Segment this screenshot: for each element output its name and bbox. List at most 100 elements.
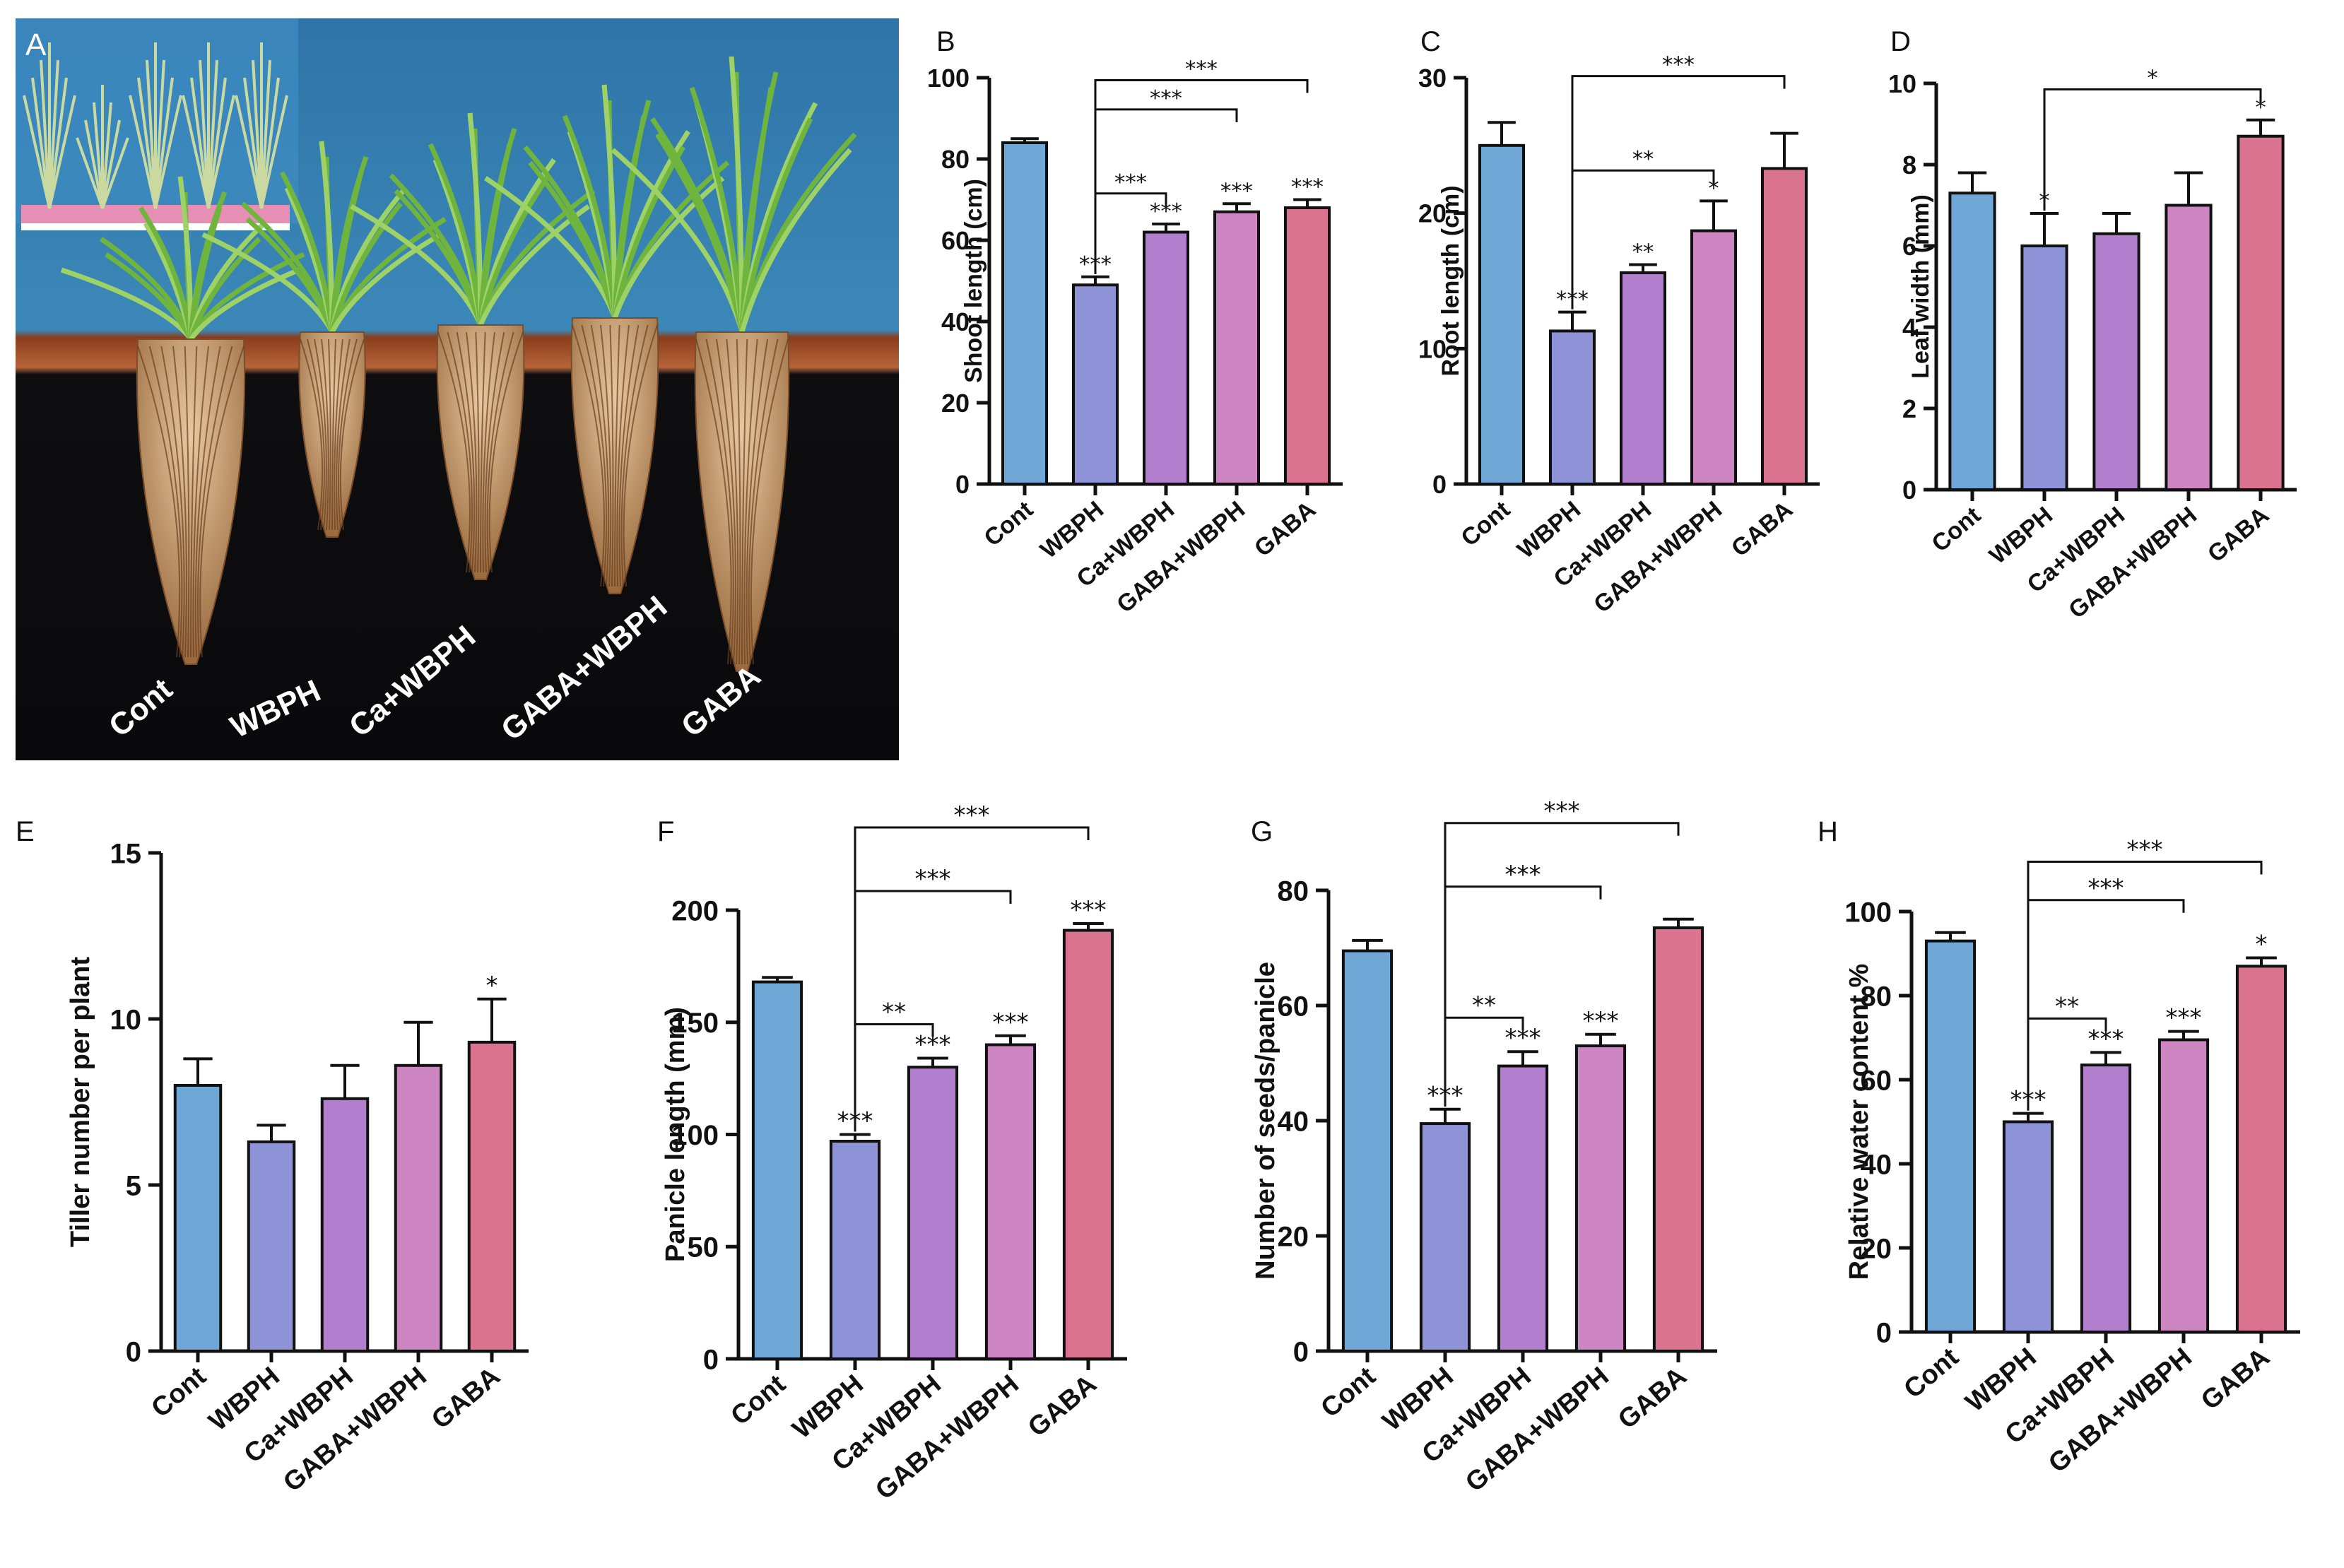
bracket-significance: ** (2055, 992, 2079, 1020)
y-tick-label: 100 (927, 64, 970, 93)
root-strand (337, 338, 358, 531)
bar-wbph (1549, 329, 1596, 485)
significance-marker: * (486, 972, 498, 1000)
root-strand (192, 346, 209, 658)
bar-wbph (2002, 1120, 2054, 1333)
panel-letter: E (16, 816, 35, 847)
inset-plant-leaf (260, 59, 271, 209)
y-tick-label: 0 (703, 1344, 719, 1375)
inset-plant-leaf (137, 77, 157, 209)
y-tick-label: 60 (1861, 1065, 1892, 1096)
bracket-significance: ** (1632, 147, 1654, 172)
significance-marker: * (1708, 176, 1719, 201)
root-strand (590, 324, 610, 587)
root-strand (314, 338, 327, 531)
root-strand (184, 346, 190, 658)
bracket-significance: *** (1150, 86, 1182, 111)
leaf-blade (478, 204, 591, 326)
root-mass (436, 324, 525, 580)
root-strand (620, 324, 649, 587)
inset-plant-leaf (154, 95, 182, 209)
root-strand (447, 331, 473, 573)
bar-cont (1341, 949, 1394, 1352)
y-tick-label: 80 (1278, 876, 1309, 907)
root-strand (695, 338, 732, 665)
significance-marker: * (2256, 930, 2268, 958)
x-tick-label: GABA (1249, 496, 1321, 562)
bracket-significance: *** (1114, 170, 1147, 195)
bar-gaba-wbph (1213, 210, 1260, 485)
bar-gaba (467, 1040, 517, 1353)
significance-marker: * (2255, 95, 2266, 120)
x-tick-label: GABA+WBPH (1460, 1362, 1615, 1498)
y-tick-label: 80 (1861, 981, 1892, 1012)
bracket-significance: *** (1662, 53, 1695, 78)
root-strand (486, 331, 514, 573)
y-axis-title: Panicle length (mm) (661, 1007, 690, 1262)
root-mass (570, 317, 659, 594)
root-strand (488, 331, 524, 573)
inset-plant-leaf (182, 95, 210, 209)
root-strand (328, 338, 331, 531)
bar-ca-wbph (1620, 271, 1666, 485)
y-tick-label: 40 (941, 307, 970, 336)
significance-marker: *** (1291, 175, 1324, 200)
x-tick-label: GABA (1613, 1362, 1692, 1435)
root-strand (741, 338, 748, 665)
y-tick-label: 5 (126, 1170, 141, 1201)
bar-gaba-wbph (1574, 1044, 1627, 1353)
y-tick-label: 2 (1902, 394, 1916, 423)
bracket-significance: ** (1472, 991, 1496, 1020)
bar-wbph (1072, 283, 1119, 485)
y-tick-label: 0 (1902, 476, 1916, 505)
comparison-bracket (2027, 860, 2263, 1111)
y-tick-label: 0 (1432, 470, 1447, 499)
bar-gaba (2237, 134, 2285, 491)
y-axis-title: Leaf width (mm) (1907, 194, 1934, 379)
y-tick-label: 60 (1278, 991, 1309, 1022)
y-tick-label: 4 (1902, 313, 1916, 342)
y-axis-title: Root length (cm) (1437, 185, 1464, 376)
bracket-significance: *** (954, 801, 990, 830)
y-tick-label: 10 (110, 1004, 142, 1035)
significance-marker: ** (1632, 240, 1654, 265)
root-strand (616, 324, 630, 587)
significance-marker: *** (2166, 1004, 2202, 1032)
y-tick-label: 10 (1888, 69, 1916, 98)
x-tick-label: Cont (1456, 496, 1515, 552)
root-strand (614, 324, 620, 587)
bar-ca-wbph (2092, 232, 2140, 491)
root-strand (137, 346, 181, 658)
significance-marker: *** (993, 1008, 1029, 1037)
inset-plant-leaf (235, 95, 263, 209)
inset-plant-leaf (207, 95, 235, 209)
bracket-significance: ** (882, 998, 906, 1027)
panel-letter: C (1420, 26, 1441, 57)
leaf-blade (739, 148, 852, 333)
root-strand (456, 331, 476, 573)
root-strand (705, 338, 734, 665)
root-strand (334, 338, 343, 531)
root-strand (172, 346, 187, 658)
bracket-significance: *** (2127, 835, 2163, 863)
x-tick-label: GABA (2196, 1343, 2275, 1416)
panel-letter: F (657, 816, 674, 847)
root-strand (743, 338, 758, 665)
significance-marker: *** (1071, 896, 1107, 924)
y-tick-label: 8 (1902, 151, 1916, 179)
inset-plant-leaf (129, 95, 157, 209)
x-tick-label: Cont (979, 496, 1038, 552)
y-tick-label: 0 (1876, 1317, 1892, 1348)
root-strand (736, 338, 741, 665)
chart-panel-h: H 0 20 40 60 80 100 Relative water content % Con… (1818, 816, 2300, 1479)
bar-cont (1948, 191, 1996, 491)
comparison-bracket (2043, 88, 2262, 211)
bar-ca-wbph (320, 1097, 370, 1353)
root-strand (581, 324, 608, 587)
bar-gaba (2235, 965, 2287, 1333)
root-strand (715, 338, 736, 665)
leaf-blade (612, 176, 725, 319)
